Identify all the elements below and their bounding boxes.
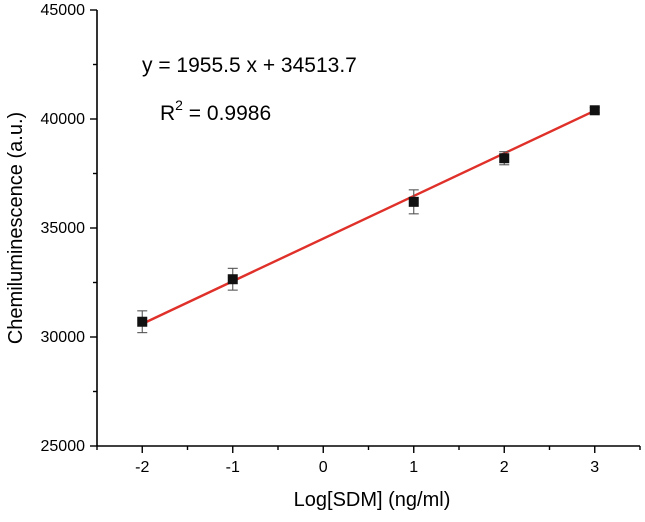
equation-annotation: y = 1955.5 x + 34513.7 [142, 54, 357, 77]
data-point [589, 105, 600, 116]
x-tick-label: 3 [590, 459, 599, 476]
data-point [499, 153, 510, 164]
data-point [408, 196, 419, 207]
y-tick-label: 45000 [41, 2, 86, 19]
data-point [227, 274, 238, 285]
r2-annotation: R2 = 0.9986 [160, 97, 271, 125]
r2-prefix: R [160, 102, 175, 125]
data-point [137, 316, 148, 327]
x-tick-label: -1 [226, 459, 240, 476]
x-tick-label: 2 [500, 459, 509, 476]
r2-suffix: = 0.9986 [183, 102, 271, 125]
axes: 25000 30000 35000 40000 45000 -2 -1 0 1 2 3 [41, 2, 641, 476]
chart-marks [137, 105, 600, 334]
y-tick-label: 25000 [41, 438, 86, 455]
r2-exponent: 2 [175, 97, 183, 113]
y-tick-label: 40000 [41, 111, 86, 128]
x-axis-title: Log[SDM] (ng/ml) [294, 489, 451, 511]
y-axis-title: Chemiluminescence (a.u.) [5, 112, 27, 344]
fit-line [141, 109, 596, 325]
x-tick-label: 0 [319, 459, 328, 476]
x-tick-label: 1 [409, 459, 418, 476]
x-tick-label: -2 [135, 459, 149, 476]
y-tick-label: 35000 [41, 220, 86, 237]
y-tick-label: 30000 [41, 329, 86, 346]
